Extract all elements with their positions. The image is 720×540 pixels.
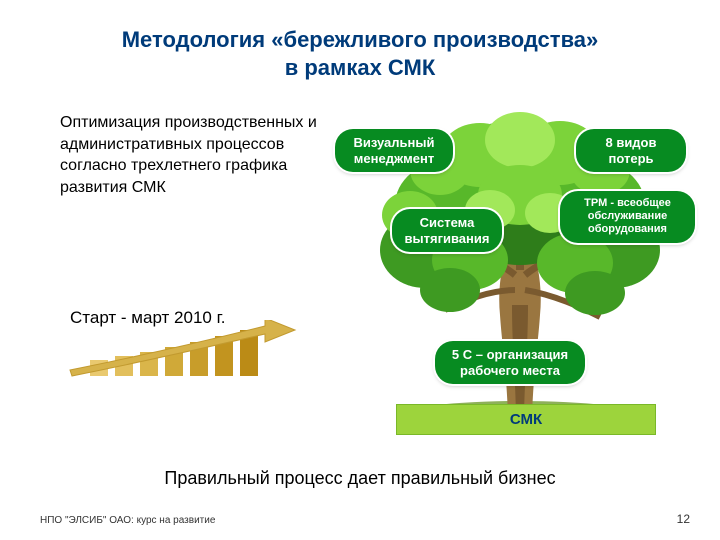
badge-pull-system: Система вытягивания [392, 209, 502, 252]
badge-visual-mgmt: Визуальный менеджмент [335, 129, 453, 172]
page-number: 12 [677, 512, 690, 526]
tree-diagram: Визуальный менеджмент 8 видов потерь Сис… [330, 95, 690, 435]
description-text: Оптимизация производственных и администр… [60, 112, 330, 198]
badge-losses-8: 8 видов потерь [576, 129, 686, 172]
slide-title: Методология «бережливого производства» в… [0, 0, 720, 81]
title-line-2: в рамках СМК [0, 54, 720, 82]
badge-tpm: TPM - всеобщее обслуживание оборудования [560, 191, 695, 243]
title-line-1: Методология «бережливого производства» [0, 26, 720, 54]
smk-base-bar: СМК [396, 404, 656, 435]
tagline-text: Правильный процесс дает правильный бизне… [0, 468, 720, 489]
footer-text: НПО "ЭЛСИБ" ОАО: курс на развитие [40, 515, 215, 526]
badge-five-s: 5 С – организация рабочего места [435, 341, 585, 384]
growth-arrow-chart [60, 320, 340, 380]
